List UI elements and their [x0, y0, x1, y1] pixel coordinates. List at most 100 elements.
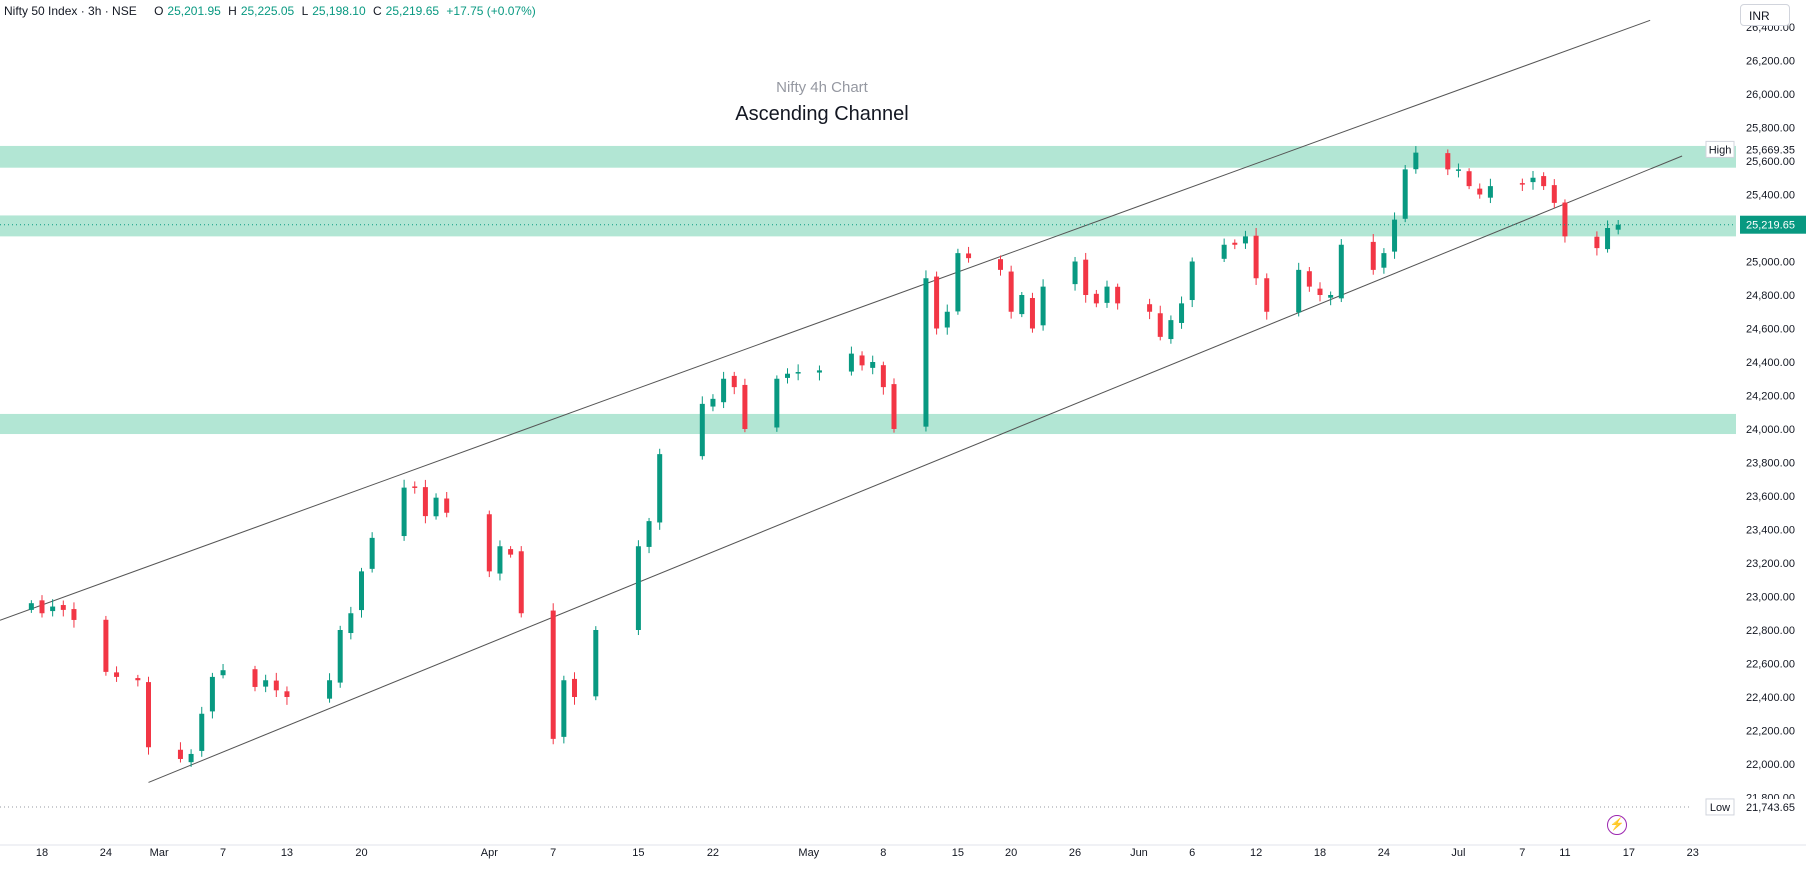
- candle-body[interactable]: [1455, 169, 1461, 171]
- candle-body[interactable]: [944, 311, 950, 328]
- candle-body[interactable]: [273, 680, 279, 691]
- candle-body[interactable]: [114, 672, 120, 677]
- candle-body[interactable]: [497, 546, 503, 574]
- candle-body[interactable]: [1189, 261, 1195, 301]
- candle-body[interactable]: [870, 362, 876, 368]
- candle-body[interactable]: [721, 378, 727, 403]
- candle-body[interactable]: [593, 630, 599, 697]
- candle-body[interactable]: [880, 365, 886, 388]
- candle-body[interactable]: [146, 682, 151, 748]
- candle-body[interactable]: [966, 253, 972, 259]
- candle-body[interactable]: [263, 680, 269, 687]
- candle-body[interactable]: [785, 373, 790, 378]
- candle-body[interactable]: [848, 353, 854, 372]
- candle-body[interactable]: [1562, 202, 1568, 237]
- candle-body[interactable]: [1093, 293, 1099, 304]
- candle-body[interactable]: [742, 384, 748, 429]
- candle-body[interactable]: [1242, 236, 1248, 244]
- candle-body[interactable]: [1445, 153, 1451, 170]
- candle-body[interactable]: [1615, 224, 1621, 230]
- candle-body[interactable]: [816, 370, 822, 373]
- candle-body[interactable]: [1381, 253, 1387, 268]
- candle-body[interactable]: [1296, 269, 1302, 313]
- candle-body[interactable]: [550, 610, 556, 739]
- candle-body[interactable]: [1019, 295, 1025, 315]
- candle-body[interactable]: [1530, 177, 1536, 183]
- candle-body[interactable]: [646, 521, 652, 547]
- candle-body[interactable]: [1519, 183, 1525, 185]
- candle-body[interactable]: [508, 549, 514, 555]
- candle-body[interactable]: [923, 278, 929, 427]
- candle-body[interactable]: [199, 713, 205, 751]
- candle-body[interactable]: [135, 678, 141, 681]
- candle-body[interactable]: [731, 375, 737, 388]
- candle-body[interactable]: [401, 487, 407, 537]
- candle-body[interactable]: [635, 546, 641, 630]
- candle-body[interactable]: [1338, 244, 1344, 299]
- candle-body[interactable]: [998, 259, 1003, 270]
- candle-body[interactable]: [28, 603, 34, 610]
- candle-body[interactable]: [252, 669, 258, 687]
- candle-body[interactable]: [1083, 259, 1089, 295]
- candle-body[interactable]: [486, 514, 492, 572]
- candle-body[interactable]: [1264, 278, 1270, 312]
- candle-body[interactable]: [284, 691, 290, 697]
- candle-body[interactable]: [188, 753, 194, 763]
- candle-body[interactable]: [433, 497, 439, 517]
- candle-body[interactable]: [774, 378, 780, 428]
- candle-body[interactable]: [699, 403, 705, 457]
- candle-body[interactable]: [891, 384, 897, 429]
- candle-body[interactable]: [1104, 286, 1110, 303]
- candle-body[interactable]: [1328, 295, 1334, 298]
- candle-body[interactable]: [561, 680, 567, 737]
- candle-body[interactable]: [1477, 188, 1483, 195]
- candle-body[interactable]: [1306, 271, 1312, 287]
- candle-body[interactable]: [337, 630, 343, 683]
- candle-body[interactable]: [444, 498, 450, 513]
- candle-body[interactable]: [1413, 152, 1419, 170]
- candle-body[interactable]: [50, 606, 56, 612]
- candle-body[interactable]: [1040, 286, 1046, 326]
- candle-body[interactable]: [934, 276, 940, 329]
- candle-body[interactable]: [1232, 242, 1238, 245]
- candle-body[interactable]: [710, 398, 716, 407]
- currency-button[interactable]: INR: [1740, 4, 1790, 26]
- candle-body[interactable]: [1179, 303, 1185, 323]
- candle-body[interactable]: [103, 619, 109, 672]
- candle-body[interactable]: [1466, 171, 1472, 187]
- candle-body[interactable]: [1317, 288, 1323, 295]
- candle-body[interactable]: [1402, 169, 1408, 219]
- candle-body[interactable]: [1008, 271, 1014, 312]
- candle-body[interactable]: [1168, 320, 1174, 340]
- lightning-icon[interactable]: ⚡: [1607, 815, 1627, 835]
- candle-body[interactable]: [1392, 219, 1398, 252]
- candle-body[interactable]: [1253, 235, 1259, 279]
- candle-body[interactable]: [955, 253, 961, 312]
- candle-body[interactable]: [1157, 313, 1163, 337]
- candle-body[interactable]: [1221, 244, 1227, 259]
- candle-body[interactable]: [71, 609, 77, 620]
- candle-body[interactable]: [1115, 286, 1121, 304]
- candle-body[interactable]: [327, 680, 333, 699]
- candle-body[interactable]: [518, 551, 524, 614]
- candle-body[interactable]: [1147, 304, 1153, 312]
- candle-body[interactable]: [572, 678, 577, 697]
- candle-body[interactable]: [209, 676, 215, 712]
- candle-body[interactable]: [1594, 236, 1600, 249]
- candle-body[interactable]: [422, 487, 428, 517]
- candle-body[interactable]: [859, 355, 865, 366]
- candle-body[interactable]: [177, 749, 183, 759]
- candle-body[interactable]: [1541, 176, 1547, 187]
- candle-body[interactable]: [1605, 228, 1611, 250]
- channel-upper-line[interactable]: [0, 19, 1651, 621]
- candle-body[interactable]: [348, 613, 354, 634]
- candle-body[interactable]: [1370, 241, 1376, 270]
- candle-body[interactable]: [369, 537, 375, 569]
- candle-body[interactable]: [1029, 298, 1035, 329]
- candle-body[interactable]: [795, 372, 801, 374]
- candle-body[interactable]: [220, 670, 226, 676]
- candle-body[interactable]: [412, 486, 418, 488]
- candle-body[interactable]: [657, 454, 663, 523]
